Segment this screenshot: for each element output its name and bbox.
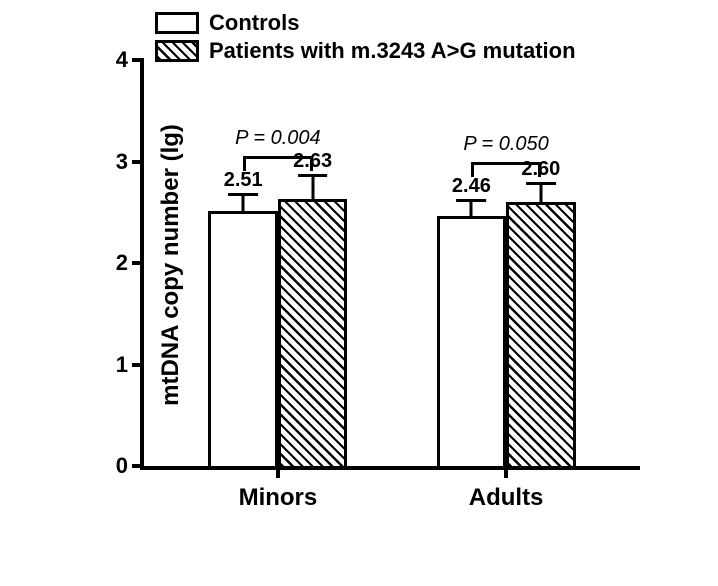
y-tick (132, 160, 144, 164)
y-tick-label: 1 (116, 352, 128, 378)
error-bar (311, 177, 314, 199)
legend-item-controls: Controls (155, 10, 576, 36)
x-tick-label: Adults (469, 484, 544, 512)
bar-minors-patients (278, 199, 347, 466)
y-tick-label: 2 (116, 250, 128, 276)
x-tick (276, 466, 280, 478)
error-bar (470, 202, 473, 216)
value-label: 2.51 (224, 169, 263, 192)
legend: Controls Patients with m.3243 A>G mutati… (155, 10, 576, 66)
x-tick (504, 466, 508, 478)
value-label: 2.63 (293, 150, 332, 173)
p-value-label: P = 0.050 (463, 133, 548, 156)
y-tick-label: 4 (116, 47, 128, 73)
x-tick-label: Minors (239, 484, 318, 512)
error-bar (242, 196, 245, 211)
y-tick (132, 464, 144, 468)
bar-adults-patients (506, 202, 575, 466)
y-tick (132, 58, 144, 62)
error-cap (298, 174, 328, 177)
plot-area: 01234Minors2.512.63P = 0.004Adults2.462.… (140, 60, 640, 470)
bar-chart: Controls Patients with m.3243 A>G mutati… (0, 0, 718, 586)
error-cap (228, 193, 258, 196)
bar-adults-controls (437, 216, 506, 466)
significance-bracket (471, 162, 540, 165)
value-label: 2.46 (452, 175, 491, 198)
y-tick (132, 363, 144, 367)
y-tick-label: 0 (116, 453, 128, 479)
p-value-label: P = 0.004 (235, 127, 320, 150)
legend-label: Controls (209, 10, 299, 36)
bar-minors-controls (208, 211, 277, 466)
y-tick-label: 3 (116, 149, 128, 175)
significance-bracket (243, 156, 312, 159)
y-tick (132, 261, 144, 265)
error-bar (539, 185, 542, 202)
legend-swatch-patients (155, 40, 199, 62)
error-cap (526, 182, 556, 185)
error-cap (456, 199, 486, 202)
legend-swatch-controls (155, 12, 199, 34)
